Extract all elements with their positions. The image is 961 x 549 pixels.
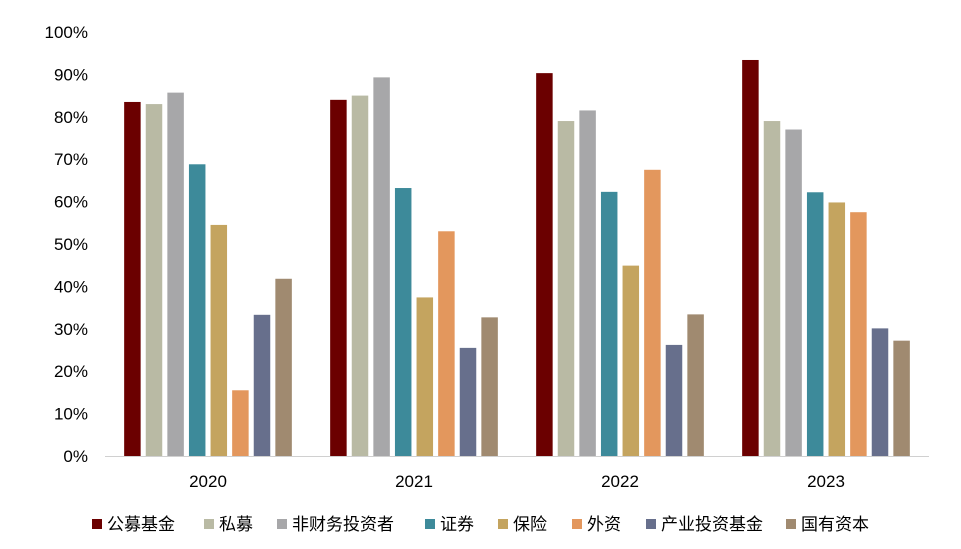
bar xyxy=(416,297,434,456)
bars xyxy=(124,59,910,457)
y-tick-label: 60% xyxy=(54,193,88,212)
x-tick-label: 2020 xyxy=(189,472,227,491)
bar xyxy=(687,314,704,456)
bar xyxy=(253,314,271,456)
legend-swatch xyxy=(92,519,102,529)
legend-label: 外资 xyxy=(587,515,621,535)
y-tick-label: 90% xyxy=(54,65,88,84)
bar xyxy=(644,169,661,457)
bar xyxy=(893,340,910,456)
bar xyxy=(622,265,640,456)
legend-swatch xyxy=(277,519,287,529)
y-tick-label: 0% xyxy=(63,447,88,466)
legend-label: 国有资本 xyxy=(801,515,869,535)
y-tick-label: 20% xyxy=(54,362,88,381)
legend-label: 公募基金 xyxy=(107,515,175,535)
x-tick-label: 2023 xyxy=(807,472,845,491)
legend-item: 证券 xyxy=(425,515,474,535)
legend-item: 私募 xyxy=(204,515,253,535)
bar xyxy=(579,110,596,456)
legend-item: 公募基金 xyxy=(92,515,175,535)
y-tick-label: 50% xyxy=(54,235,88,254)
bar xyxy=(763,121,781,456)
legend-item: 国有资本 xyxy=(786,515,869,535)
y-tick-label: 30% xyxy=(54,320,88,339)
bar xyxy=(557,121,575,456)
legend-swatch xyxy=(204,519,214,529)
bar xyxy=(275,278,292,456)
bar xyxy=(536,73,553,456)
bar xyxy=(481,317,498,456)
legend-label: 非财务投资者 xyxy=(292,515,394,535)
legend-swatch xyxy=(786,519,796,529)
bar xyxy=(665,344,683,456)
legend-item: 产业投资基金 xyxy=(646,515,763,535)
bar xyxy=(806,192,824,456)
y-tick-label: 40% xyxy=(54,277,88,296)
legend-label: 证券 xyxy=(440,515,474,535)
bar xyxy=(373,77,390,457)
bar xyxy=(145,104,163,456)
y-tick-label: 100% xyxy=(45,23,88,42)
bar xyxy=(351,95,369,456)
legend-swatch xyxy=(572,519,582,529)
bar xyxy=(167,92,184,456)
bar xyxy=(124,101,141,457)
bar xyxy=(459,347,477,456)
bar xyxy=(330,99,347,456)
y-tick-label: 70% xyxy=(54,150,88,169)
legend-swatch xyxy=(646,519,656,529)
bar xyxy=(188,164,206,457)
legend-item: 保险 xyxy=(498,515,547,535)
legend-swatch xyxy=(425,519,435,529)
x-axis: 2020 2021 2022 2023 xyxy=(189,472,845,491)
y-tick-label: 10% xyxy=(54,405,88,424)
legend-item: 非财务投资者 xyxy=(277,515,394,535)
bar xyxy=(600,191,618,456)
legend-label: 私募 xyxy=(219,515,253,535)
bar xyxy=(871,328,889,456)
bar xyxy=(394,188,412,456)
bar xyxy=(210,224,228,456)
legend-label: 保险 xyxy=(513,515,547,535)
legend-label: 产业投资基金 xyxy=(661,515,763,535)
x-tick-label: 2021 xyxy=(395,472,433,491)
y-tick-label: 80% xyxy=(54,108,88,127)
legend-item: 外资 xyxy=(572,515,621,535)
bar xyxy=(742,59,759,456)
legend: 公募基金 私募 非财务投资者 证券 保险 外资 产业投资基金 国有资本 xyxy=(92,515,869,535)
bar xyxy=(850,212,867,456)
bar xyxy=(785,129,802,456)
x-tick-label: 2022 xyxy=(601,472,639,491)
bar xyxy=(828,202,846,456)
y-axis: 0% 10% 20% 30% 40% 50% 60% 70% 80% 90% 100% xyxy=(45,23,88,466)
legend-swatch xyxy=(498,519,508,529)
bar xyxy=(232,390,249,456)
bar xyxy=(438,231,455,456)
